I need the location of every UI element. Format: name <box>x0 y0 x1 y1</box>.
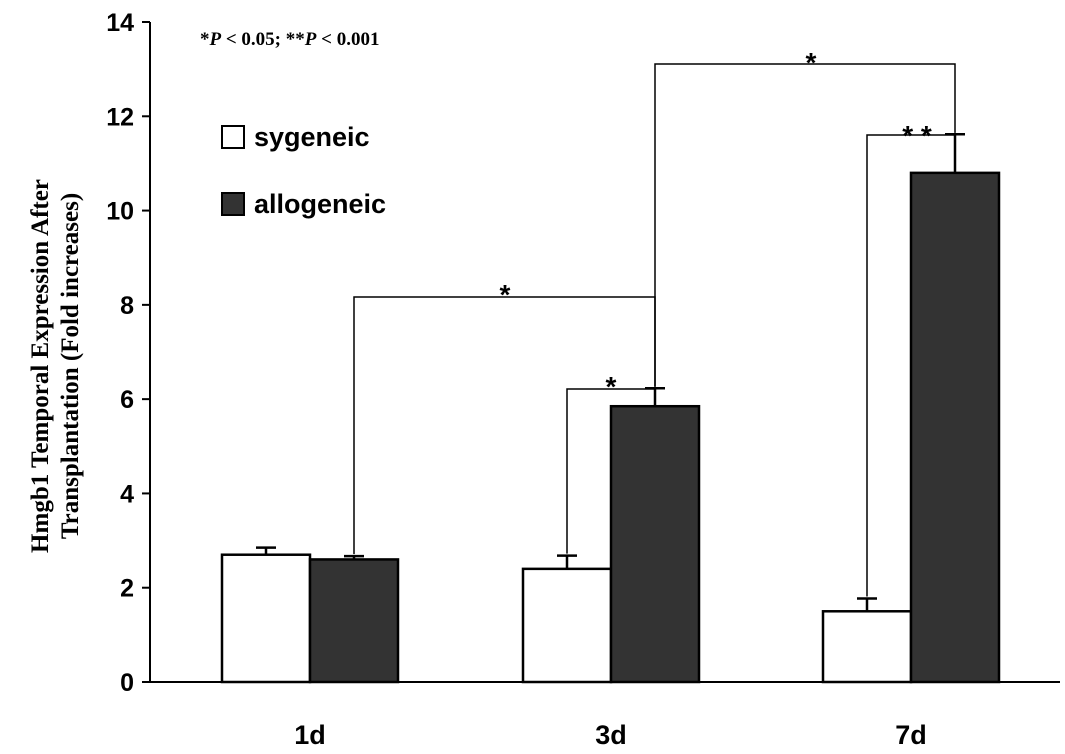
significance-note: *P < 0.05; **P < 0.001 <box>200 29 379 50</box>
bar-3d-allogeneic <box>609 404 701 684</box>
significance-bracket <box>654 63 956 387</box>
y-tick-label: 10 <box>106 198 134 226</box>
bar-1d-allogeneic <box>308 558 400 684</box>
significance-star: * <box>500 279 511 310</box>
significance-star: * <box>606 371 617 402</box>
y-tick-label: 14 <box>106 9 134 37</box>
plot-area: 0 2 4 6 8 10 12 14 1d 3d 7d * * * * * <box>106 9 1060 750</box>
y-tick-label: 6 <box>120 386 134 414</box>
bar-3d-sygeneic <box>521 567 613 684</box>
bar-7d-allogeneic <box>909 171 1001 684</box>
note-part5: < 0.001 <box>316 29 379 50</box>
bar-1d-sygeneic <box>220 553 312 684</box>
y-tick-label: 8 <box>120 292 134 320</box>
y-axis-title: Hmgb1 Temporal Expression After Transpla… <box>27 179 84 553</box>
bar-7d-sygeneic <box>821 610 913 684</box>
y-axis-title-line1: Hmgb1 Temporal Expression After <box>27 179 54 553</box>
significance-bracket <box>566 386 656 554</box>
note-part3: < 0.05; ** <box>221 29 305 50</box>
significance-bracket <box>866 132 956 597</box>
x-category-label: 3d <box>595 720 627 750</box>
y-axis-title-line2: Transplantation (Fold increases) <box>57 193 84 539</box>
y-tick-label: 2 <box>120 575 134 603</box>
significance-star: * * <box>902 120 932 151</box>
legend: sygeneic allogeneic <box>221 122 386 219</box>
y-tick-label: 4 <box>120 480 134 508</box>
note-part4: P <box>304 29 317 50</box>
note-part2: P <box>209 29 222 50</box>
y-tick-label: 12 <box>106 103 134 131</box>
note-part1: * <box>200 29 210 50</box>
significance-star: * <box>806 47 817 78</box>
legend-swatch-sygeneic <box>221 125 245 149</box>
x-category-label: 1d <box>294 720 326 750</box>
legend-label-allogeneic: allogeneic <box>254 189 386 219</box>
y-tick-label: 0 <box>120 669 134 697</box>
legend-label-sygeneic: sygeneic <box>254 122 370 152</box>
x-category-label: 7d <box>895 720 927 750</box>
legend-swatch-allogeneic <box>221 192 245 216</box>
